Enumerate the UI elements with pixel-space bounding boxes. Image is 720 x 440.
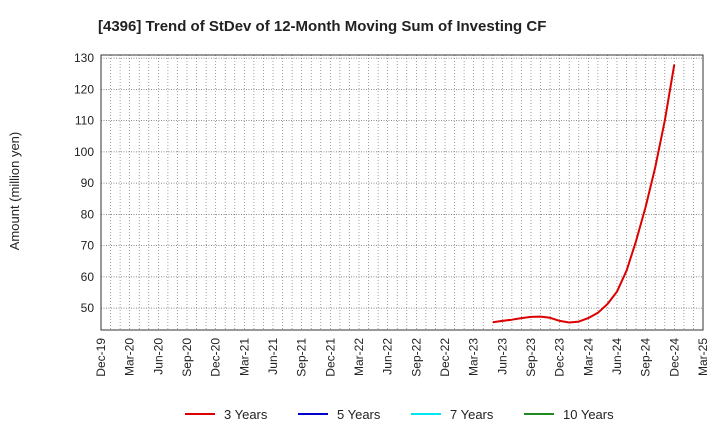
x-tick-label: Dec-23 <box>553 338 567 377</box>
y-tick-label: 60 <box>81 270 95 284</box>
y-tick-label: 80 <box>81 207 95 221</box>
x-tick-label: Mar-22 <box>352 338 366 376</box>
y-tick-label: 120 <box>74 82 94 96</box>
x-tick-label: Jun-24 <box>610 338 624 375</box>
series-lines <box>492 64 676 324</box>
x-tick-label: Sep-23 <box>524 338 538 377</box>
x-tick-label: Jun-22 <box>381 338 395 375</box>
x-tick-label: Mar-23 <box>467 338 481 376</box>
y-tick-labels: 50 60 70 80 90 100 110 120 130 <box>74 51 94 315</box>
x-tick-label: Jun-21 <box>266 338 280 375</box>
series-line-3-years <box>492 64 676 324</box>
y-tick-label: 70 <box>81 239 95 253</box>
x-tick-label: Dec-19 <box>94 338 108 377</box>
y-tick-label: 90 <box>81 176 95 190</box>
x-tick-label: Dec-20 <box>209 338 223 377</box>
x-tick-label: Sep-21 <box>295 338 309 377</box>
grid <box>101 55 703 330</box>
x-tick-label: Jun-20 <box>151 338 165 375</box>
y-tick-label: 100 <box>74 145 94 159</box>
x-tick-labels: Dec-19 Mar-20 Jun-20 Sep-20 Dec-20 Mar-21 Jun-… <box>94 338 710 377</box>
x-tick-label: Dec-24 <box>667 338 681 377</box>
y-tick-label: 50 <box>81 301 95 315</box>
x-tick-label: Sep-22 <box>409 338 423 377</box>
x-tick-label: Mar-21 <box>237 338 251 376</box>
x-tick-label: Dec-21 <box>323 338 337 377</box>
x-tick-label: Sep-24 <box>639 338 653 377</box>
y-tick-label: 110 <box>75 114 94 128</box>
legend-label: 3 Years <box>224 407 268 422</box>
legend-label: 7 Years <box>450 407 494 422</box>
x-tick-label: Mar-20 <box>123 338 137 376</box>
chart-title: [4396] Trend of StDev of 12-Month Moving… <box>98 18 546 35</box>
x-tick-label: Mar-24 <box>581 338 595 376</box>
legend: 3 Years 5 Years 7 Years 10 Years <box>185 407 614 422</box>
x-tick-label: Mar-25 <box>696 338 710 376</box>
plot-frame <box>100 54 704 331</box>
x-tick-label: Sep-20 <box>180 338 194 377</box>
y-tick-label: 130 <box>74 51 94 65</box>
x-tick-label: Jun-23 <box>495 338 509 375</box>
legend-label: 5 Years <box>337 407 381 422</box>
x-tick-label: Dec-22 <box>438 338 452 377</box>
y-axis-label: Amount (million yen) <box>7 132 22 251</box>
legend-label: 10 Years <box>563 407 614 422</box>
